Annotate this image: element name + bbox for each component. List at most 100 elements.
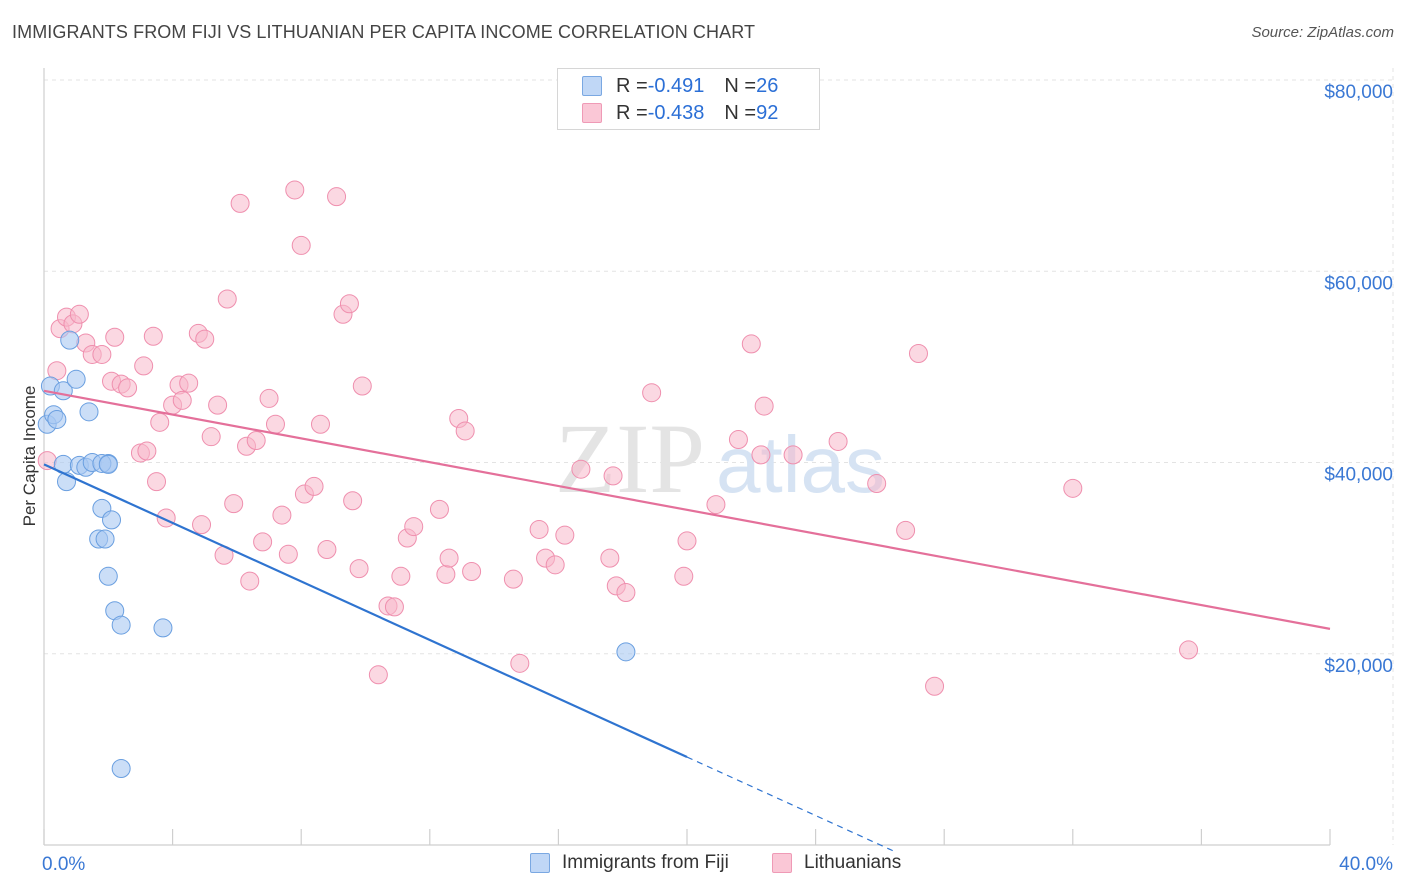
point-lithuanians: [603, 466, 623, 486]
x-tick-label: 40.0%: [1339, 854, 1393, 875]
point-fiji: [616, 642, 636, 662]
legend-r-value: -0.438: [647, 101, 705, 124]
point-lithuanians: [503, 569, 523, 589]
point-lithuanians: [384, 597, 404, 617]
point-lithuanians: [706, 495, 726, 515]
watermark-zip: ZIP: [555, 403, 705, 514]
legend-r-value: -0.491: [647, 74, 705, 97]
legend-item-fiji[interactable]: Immigrants from Fiji: [530, 852, 729, 874]
point-lithuanians: [137, 441, 157, 461]
point-fiji: [111, 759, 131, 778]
point-lithuanians: [462, 562, 482, 582]
point-lithuanians: [224, 494, 244, 514]
point-lithuanians: [925, 676, 945, 696]
point-lithuanians: [272, 505, 292, 525]
point-lithuanians: [867, 474, 887, 494]
point-lithuanians: [555, 525, 575, 545]
legend-swatch-lithuanians: [772, 853, 792, 873]
point-lithuanians: [677, 531, 697, 551]
point-lithuanians: [368, 665, 388, 685]
point-lithuanians: [754, 396, 774, 416]
point-lithuanians: [783, 445, 803, 465]
point-lithuanians: [896, 520, 916, 540]
point-lithuanians: [439, 548, 459, 568]
point-lithuanians: [192, 515, 212, 535]
point-fiji: [95, 529, 115, 549]
series-legend: Immigrants from Fiji Lithuanians: [0, 852, 1406, 878]
point-fiji: [60, 330, 80, 350]
point-lithuanians: [343, 491, 363, 511]
point-fiji: [98, 454, 118, 474]
point-lithuanians: [265, 414, 285, 434]
series-lithuanians-points: [37, 180, 1199, 696]
point-lithuanians: [828, 431, 848, 451]
point-fiji: [66, 369, 86, 389]
point-lithuanians: [674, 566, 694, 586]
legend-swatch-fiji: [530, 853, 550, 873]
point-lithuanians: [600, 548, 620, 568]
watermark: ZIP atlas: [555, 403, 885, 514]
point-lithuanians: [455, 421, 475, 441]
y-tick-label: $40,000: [1324, 465, 1393, 486]
chart-title: IMMIGRANTS FROM FIJI VS LITHUANIAN PER C…: [12, 22, 756, 42]
point-lithuanians: [436, 564, 456, 584]
point-lithuanians: [304, 476, 324, 496]
point-lithuanians: [278, 544, 298, 564]
point-fiji: [111, 615, 131, 635]
point-lithuanians: [179, 373, 199, 393]
point-lithuanians: [751, 445, 771, 465]
point-lithuanians: [240, 571, 260, 591]
legend-n-label: N =: [724, 101, 757, 124]
point-lithuanians: [291, 235, 311, 255]
point-lithuanians: [317, 540, 337, 560]
legend-n-value: 26: [756, 74, 779, 97]
point-lithuanians: [391, 566, 411, 586]
legend-item-lithuanians[interactable]: Lithuanians: [772, 852, 901, 874]
trend-line-fiji: [43, 463, 688, 759]
point-lithuanians: [246, 431, 266, 451]
point-lithuanians: [908, 343, 928, 363]
tick-labels: $20,000 $40,000 $60,000 $80,000 0.0% 40.0%: [42, 82, 1393, 875]
trend-line-fiji-extension: [686, 756, 897, 853]
point-lithuanians: [529, 519, 549, 539]
point-lithuanians: [616, 583, 636, 603]
point-lithuanians: [118, 378, 138, 398]
legend-swatch-lithuanians: [582, 103, 602, 123]
y-tick-label: $20,000: [1324, 656, 1393, 677]
legend-label-fiji: Immigrants from Fiji: [562, 852, 729, 873]
point-fiji: [47, 409, 67, 429]
point-lithuanians: [217, 289, 237, 309]
legend-r-label: R =: [616, 74, 648, 97]
trend-line-lithuanians: [43, 389, 1331, 630]
point-lithuanians: [92, 344, 112, 364]
point-lithuanians: [143, 326, 163, 346]
point-lithuanians: [285, 180, 305, 200]
point-lithuanians: [571, 459, 591, 479]
y-axis-label: Per Capita Income: [20, 385, 39, 527]
point-fiji: [153, 618, 173, 638]
point-lithuanians: [253, 532, 273, 552]
point-lithuanians: [545, 555, 565, 575]
point-lithuanians: [69, 304, 89, 324]
point-lithuanians: [230, 193, 250, 213]
point-lithuanians: [134, 356, 154, 376]
point-lithuanians: [642, 383, 662, 403]
point-lithuanians: [172, 390, 192, 410]
point-fiji: [98, 566, 118, 586]
point-lithuanians: [1063, 478, 1083, 498]
legend-label-lithuanians: Lithuanians: [804, 852, 902, 873]
point-lithuanians: [201, 427, 221, 447]
point-lithuanians: [208, 395, 228, 415]
x-tick-label: 0.0%: [42, 854, 85, 875]
legend-n-label: N =: [724, 74, 757, 97]
point-lithuanians: [728, 430, 748, 450]
point-lithuanians: [105, 327, 125, 347]
legend-row-lithuanians: R = -0.438 N = 92: [582, 100, 778, 126]
point-lithuanians: [352, 376, 372, 396]
point-lithuanians: [195, 329, 215, 349]
y-tick-label: $60,000: [1324, 273, 1393, 294]
legend-n-value: 92: [756, 101, 779, 124]
point-lithuanians: [259, 388, 279, 408]
legend-row-fiji: R = -0.491 N = 26: [582, 73, 778, 99]
